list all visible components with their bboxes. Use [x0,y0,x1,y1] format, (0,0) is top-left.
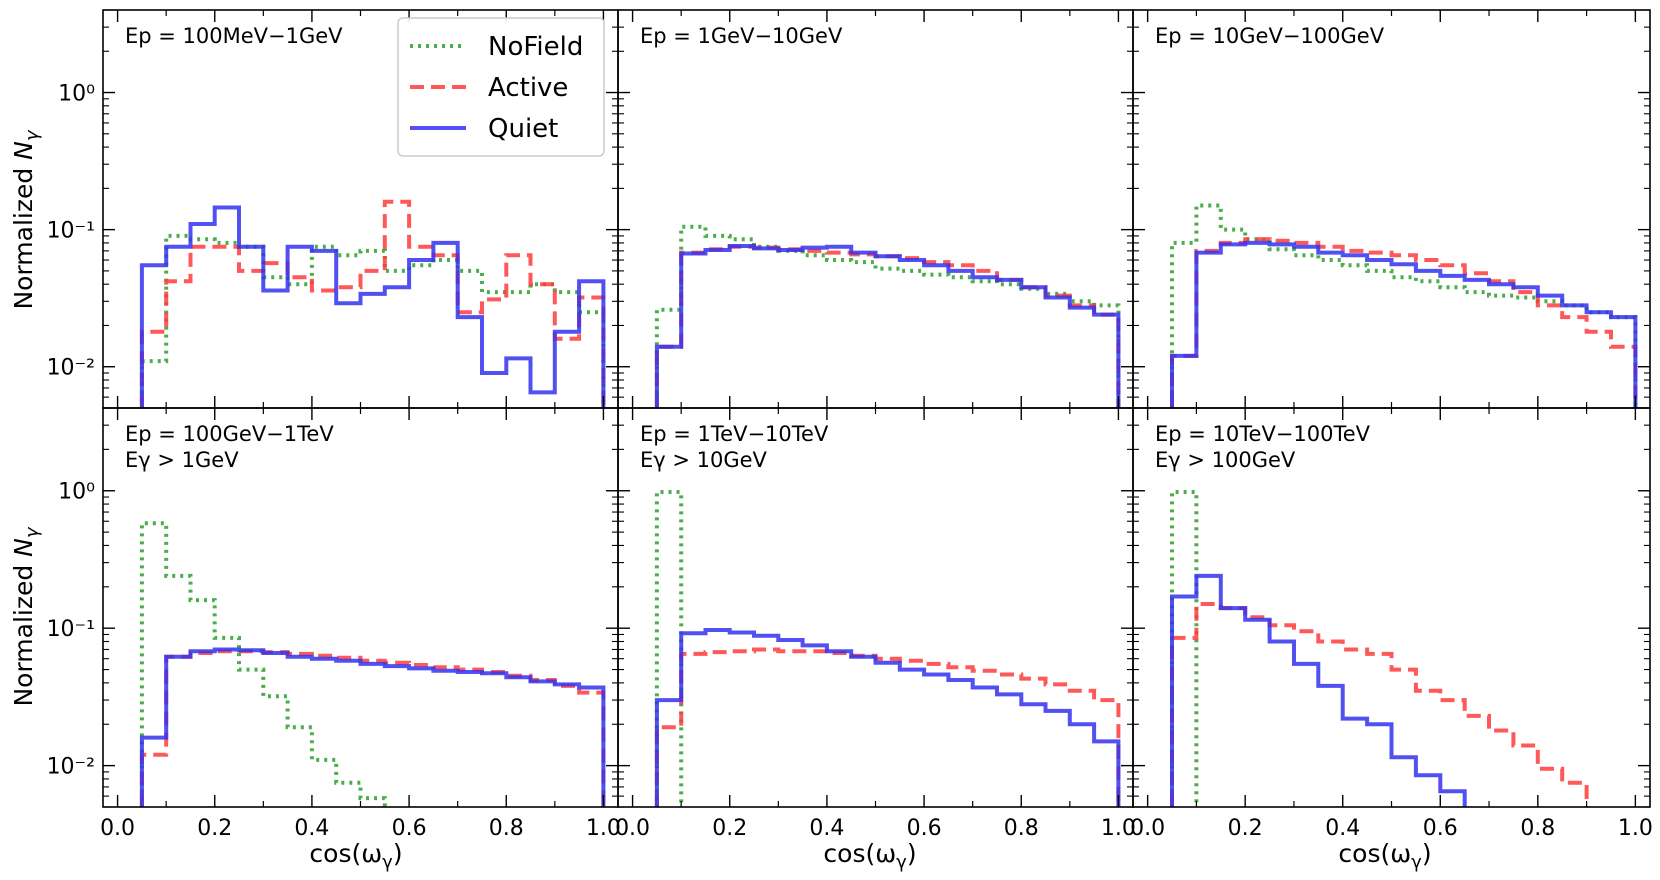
x-tick-label: 0.0 [615,816,650,841]
panel-3-series [1170,203,1638,408]
panel-label-line1: Ep = 10TeV−100TeV [1155,422,1371,446]
panel-1-series [139,199,606,408]
series-nofield-step-line [1170,203,1638,408]
x-tick-label: 1.0 [1618,816,1653,841]
panel-label-line1: Ep = 1GeV−10GeV [640,24,843,48]
panel-3: Ep = 10GeV−100GeV [1132,9,1651,409]
panel-1: 10⁻² 10⁻¹ 10⁰ Ep = 100MeV−1GeV [47,9,619,409]
x-tick-label: 1.0 [586,816,621,841]
legend: NoField Active Quiet [397,17,605,157]
series-active-step-line [654,244,1121,408]
y-tick-label: 10⁰ [58,82,95,107]
y-tick-label: 10⁻² [47,356,95,381]
x-tick-label: 0.0 [1130,816,1165,841]
panel-label-line1: Ep = 100GeV−1TeV [125,422,334,446]
legend-quiet-label: Quiet [488,114,558,144]
x-tick-label: 0.2 [197,816,232,841]
ylabel-row2: Normalized Nγ [9,526,43,706]
series-active-step-line [1170,237,1638,408]
x-tick-label: 0.4 [294,816,329,841]
y-tick-label: 10⁻¹ [47,617,95,642]
xlabel-col2: cos(ωγ) [823,839,916,873]
x-tick-label: 0.8 [1004,816,1039,841]
series-nofield-step-line [139,521,387,807]
panel-frame [617,9,1134,409]
xlabel-col3: cos(ωγ) [1338,839,1431,873]
x-tick-label: 0.6 [392,816,427,841]
x-tick-label: 0.8 [1520,816,1555,841]
panel-label-line1: Ep = 100MeV−1GeV [125,24,343,48]
x-tick-label: 0.8 [489,816,524,841]
y-tick-label: 10⁰ [58,480,95,505]
x-tick-label: 0.2 [712,816,747,841]
panel-4: 0.0 0.2 0.4 0.6 0.8 1.0 10⁻² 10⁻¹ 10⁰ Ep = 100GeV… [47,407,621,841]
y-tick-label: 10⁻¹ [47,219,95,244]
x-tick-label: 0.6 [907,816,942,841]
x-tick-label: 0.6 [1423,816,1458,841]
series-nofield-step-line [139,233,606,408]
series-quiet-step-line [654,244,1121,408]
panel-label-line1: Ep = 1TeV−10TeV [640,422,829,446]
panel-label-line2: Eγ > 1GeV [125,448,239,472]
y-tick-label: 10⁻² [47,755,95,780]
x-tick-label: 1.0 [1101,816,1136,841]
series-nofield-step-line [654,224,1121,408]
panels-layer: 10⁻² 10⁻¹ 10⁰ Ep = 100MeV−1GeV Ep = 1GeV−10G… [47,9,1653,841]
legend-nofield-label: NoField [488,32,583,62]
panel-label-line1: Ep = 10GeV−100GeV [1155,24,1385,48]
series-quiet-step-line [654,628,1121,807]
series-active-step-line [1170,602,1589,807]
panel-6-series [1170,490,1589,807]
panel-5-series [654,490,1121,807]
panel-label-line2: Eγ > 10GeV [640,448,768,472]
x-tick-label: 0.4 [809,816,844,841]
series-nofield-step-line [1170,490,1199,807]
panel-4-series [139,521,606,807]
series-active-step-line [139,199,606,408]
panel-frame [1132,9,1651,409]
x-tick-label: 0.2 [1228,816,1263,841]
series-active-step-line [654,647,1121,807]
legend-box [397,17,605,157]
ylabel-row1: Normalized Nγ [9,129,43,309]
x-tick-label: 0.4 [1325,816,1360,841]
panel-2-series [654,224,1121,408]
panel-2: Ep = 1GeV−10GeV [617,9,1134,409]
series-quiet-step-line [139,647,606,807]
series-quiet-step-line [1170,573,1467,807]
labels-layer: cos(ωγ) cos(ωγ) cos(ωγ) Normalized Nγ No… [9,129,1432,873]
panel-label-line2: Eγ > 100GeV [1155,448,1296,472]
series-quiet-step-line [1170,240,1638,408]
legend-active-label: Active [488,73,568,103]
xlabel-col1: cos(ωγ) [309,839,402,873]
series-nofield-step-line [654,490,684,807]
x-tick-label: 0.0 [100,816,135,841]
series-quiet-step-line [139,205,606,408]
